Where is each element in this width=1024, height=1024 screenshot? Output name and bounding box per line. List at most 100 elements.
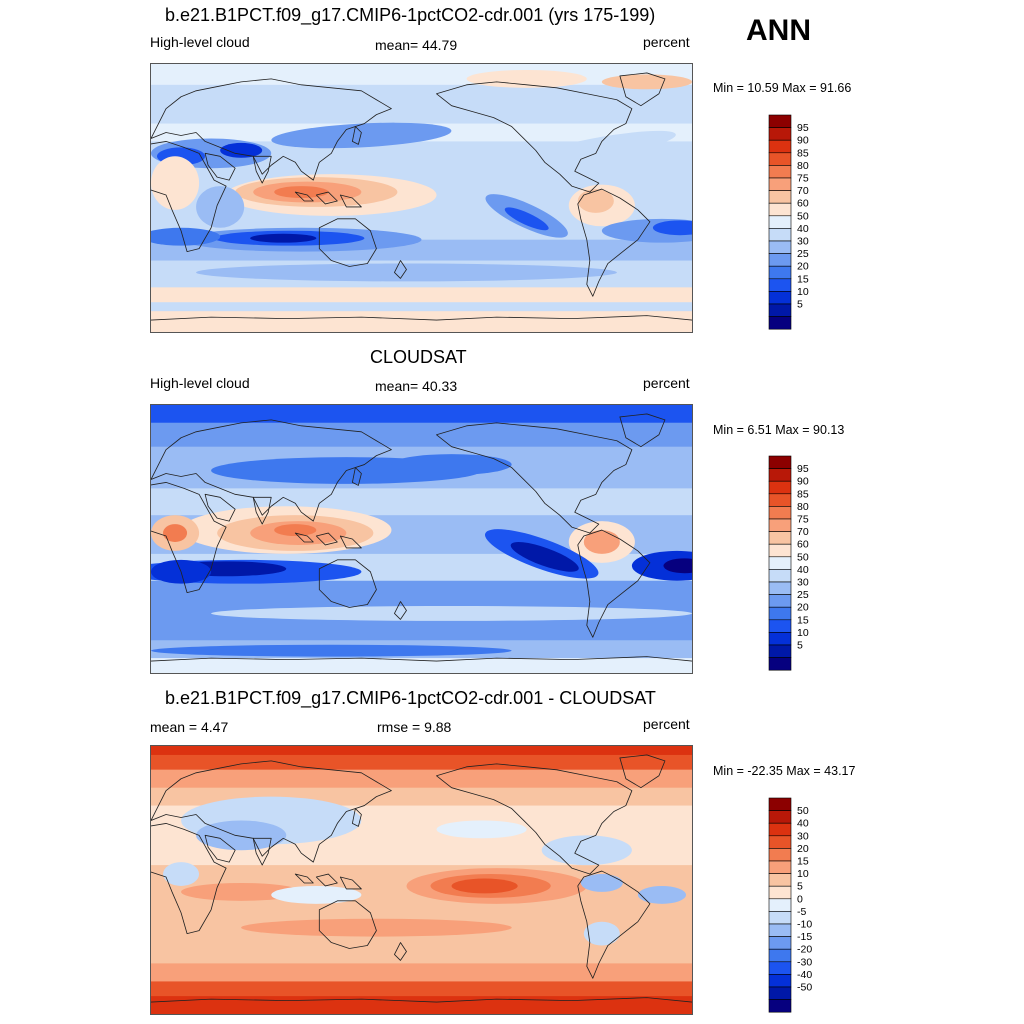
panel-3-colorbar-swatch xyxy=(768,822,792,837)
panel-1-colorbar-tick-label: 40 xyxy=(797,223,809,235)
panel-1-colorbar-tick-label: 80 xyxy=(797,160,809,172)
panel-2-colorbar: 95 90 85 80 75 70 60 50 40 30 25 20 15 10 5 xyxy=(768,455,828,671)
panel-3-colorbar-tick-label: -40 xyxy=(797,969,812,981)
panel-3-colorbar-tick-label: -15 xyxy=(797,931,812,943)
panel-2-mean-label: mean= 40.33 xyxy=(375,378,458,394)
panel-3-colorbar-tick-label: -30 xyxy=(797,956,812,968)
panel-1-colorbar-swatch xyxy=(768,253,792,267)
panel-1-colorbar-swatch xyxy=(768,215,792,229)
panel-1-variable-label: High-level cloud xyxy=(150,34,250,50)
panel-3-colorbar-swatch xyxy=(768,986,792,1000)
panel-1-colorbar-swatch xyxy=(768,265,792,280)
panel-2-colorbar-swatch xyxy=(768,606,792,621)
panel-2-colorbar-tick-label: 50 xyxy=(797,551,809,563)
panel-2-colorbar-tick-label: 40 xyxy=(797,564,809,576)
panel-3-colorbar-tick-label: 15 xyxy=(797,856,809,868)
panel-3-colorbar-tick-label: 0 xyxy=(797,893,803,905)
panel-3-colorbar-swatch xyxy=(768,974,792,988)
panel-2-colorbar-tick-label: 75 xyxy=(797,514,809,526)
panel-2-colorbar-swatch xyxy=(768,455,792,469)
panel-3-colorbar-swatch xyxy=(768,936,792,950)
panel-3-colorbar-swatch xyxy=(768,923,792,937)
panel-3-colorbar-tick-label: -5 xyxy=(797,906,806,918)
panel-1-colorbar-swatch xyxy=(768,202,792,217)
panel-1-colorbar-swatch xyxy=(768,114,792,128)
panel-3-contour-plot xyxy=(151,746,692,1014)
panel-3-colorbar-swatch xyxy=(768,797,792,811)
panel-3-minmax: Min = -22.35 Max = 43.17 xyxy=(713,764,856,778)
panel-1-colorbar-tick-label: 70 xyxy=(797,185,809,197)
panel-1-colorbar-swatch xyxy=(768,139,792,154)
panel-1-colorbar-tick-label: 90 xyxy=(797,135,809,147)
panel-1-colorbar-tick-label: 10 xyxy=(797,286,809,298)
panel-2-colorbar-tick-label: 85 xyxy=(797,488,809,500)
panel-1-colorbar-tick-label: 5 xyxy=(797,299,803,311)
panel-2-colorbar-tick-label: 25 xyxy=(797,589,809,601)
panel-1-colorbar-swatch xyxy=(768,190,792,204)
panel-3-colorbar: 50 40 30 20 15 10 5 0 -5 -10 -15 -20 -30 -40 -50 xyxy=(768,797,828,1013)
panel-3-colorbar-swatch xyxy=(768,948,792,963)
panel-2-colorbar-swatch xyxy=(768,556,792,570)
panel-1-colorbar-swatch xyxy=(768,240,792,254)
panel-2-colorbar-swatch xyxy=(768,632,792,646)
panel-1-colorbar-swatch xyxy=(768,291,792,305)
panel-2-colorbar-tick-label: 80 xyxy=(797,501,809,513)
panel-3-colorbar-swatch xyxy=(768,911,792,925)
panel-2-colorbar-tick-label: 30 xyxy=(797,577,809,589)
panel-3-colorbar-tick-label: 40 xyxy=(797,818,809,830)
panel-1-colorbar-tick-label: 30 xyxy=(797,236,809,248)
panel-3-colorbar-tick-label: -10 xyxy=(797,919,812,931)
panel-2-colorbar-swatch xyxy=(768,531,792,545)
panel-3-colorbar-swatch xyxy=(768,848,792,862)
panel-1-contour-plot xyxy=(151,64,692,332)
panel-2-colorbar-tick-label: 60 xyxy=(797,539,809,551)
panel-1-colorbar-tick-label: 60 xyxy=(797,198,809,210)
panel-2-colorbar-swatch xyxy=(768,619,792,633)
panel-2-colorbar-tick-label: 90 xyxy=(797,476,809,488)
panel-2-colorbar-swatch xyxy=(768,594,792,608)
panel-1-minmax: Min = 10.59 Max = 91.66 xyxy=(713,81,852,95)
panel-3-colorbar-swatch xyxy=(768,860,792,874)
panel-3-colorbar-tick-label: 30 xyxy=(797,830,809,842)
panel-3-colorbar-tick-label: 50 xyxy=(797,805,809,817)
panel-1-colorbar-tick-label: 15 xyxy=(797,273,809,285)
panel-2-colorbar-swatch xyxy=(768,644,792,658)
panel-2-colorbar-swatch xyxy=(768,569,792,583)
panel-3-mean-label: mean = 4.47 xyxy=(150,719,229,735)
panel-1-colorbar-tick-label: 75 xyxy=(797,173,809,185)
panel-3-colorbar-swatch xyxy=(768,873,792,887)
panel-1-units-label: percent xyxy=(643,34,690,50)
panel-3-colorbar-swatch xyxy=(768,898,792,912)
panel-1-colorbar-swatch xyxy=(768,303,792,317)
panel-3-colorbar-swatch xyxy=(768,885,792,900)
panel-2-colorbar-swatch xyxy=(768,543,792,558)
panel-2-title: CLOUDSAT xyxy=(370,347,467,367)
panel-3-rmse-label: rmse = 9.88 xyxy=(377,719,452,735)
panel-1-mean-label: mean= 44.79 xyxy=(375,37,458,53)
panel-1-colorbar-swatch xyxy=(768,127,792,141)
panel-2-colorbar-swatch xyxy=(768,657,792,671)
panel-2-colorbar-tick-label: 15 xyxy=(797,614,809,626)
panel-3-colorbar-tick-label: 20 xyxy=(797,843,809,855)
panel-2-units-label: percent xyxy=(643,375,690,391)
panel-2-variable-label: High-level cloud xyxy=(150,375,250,391)
panel-2-colorbar-swatch xyxy=(768,493,792,507)
panel-2-colorbar-swatch xyxy=(768,506,792,520)
panel-3-colorbar-tick-label: 5 xyxy=(797,881,803,893)
panel-1-colorbar-swatch xyxy=(768,165,792,179)
panel-3-colorbar-swatch xyxy=(768,835,792,849)
panel-1-colorbar-swatch xyxy=(768,152,792,166)
panel-2-contour-plot xyxy=(151,405,692,673)
panel-1-colorbar-tick-label: 20 xyxy=(797,261,809,273)
panel-1-colorbar-tick-label: 50 xyxy=(797,210,809,222)
panel-1-map xyxy=(150,63,693,333)
panel-2-minmax: Min = 6.51 Max = 90.13 xyxy=(713,423,845,437)
panel-2-colorbar-tick-label: 5 xyxy=(797,640,803,652)
panel-2-colorbar-swatch xyxy=(768,518,792,532)
panel-1-colorbar-swatch xyxy=(768,278,792,292)
coastline-outlines xyxy=(151,754,692,1003)
panel-1-colorbar-tick-label: 95 xyxy=(797,122,809,134)
panel-3-units-label: percent xyxy=(643,716,690,732)
season-label: ANN xyxy=(746,14,811,47)
panel-1-title: b.e21.B1PCT.f09_g17.CMIP6-1pctCO2-cdr.00… xyxy=(165,5,656,25)
